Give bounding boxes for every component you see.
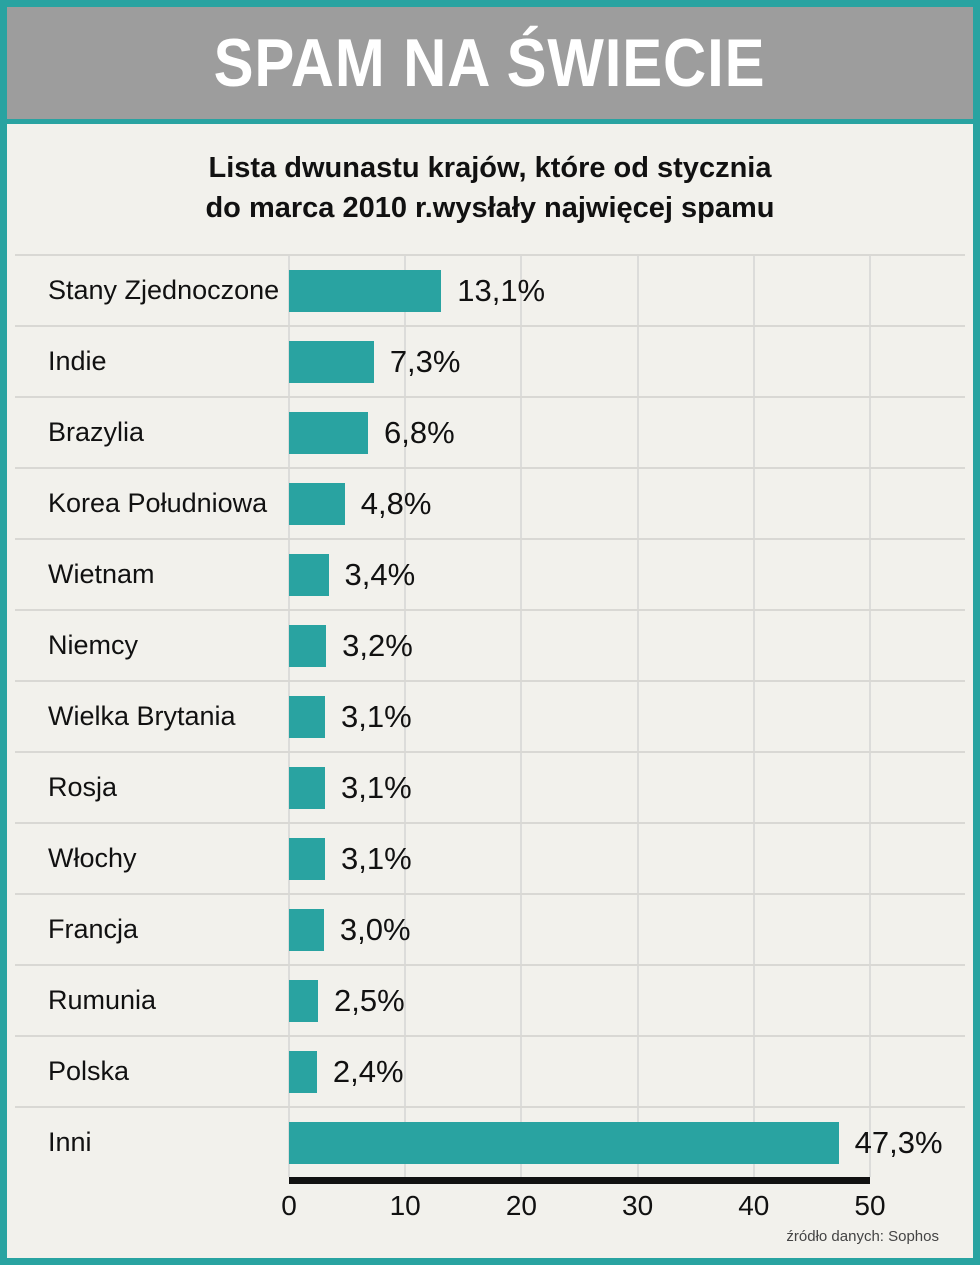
row-plot: 3,1% xyxy=(289,695,870,738)
row-value: 3,1% xyxy=(341,698,412,734)
content-panel: Lista dwunastu krajów, które od stycznia… xyxy=(7,124,973,1258)
subtitle-line-2: do marca 2010 r.wysłały najwięcej spamu xyxy=(205,192,775,225)
row-label: Indie xyxy=(48,346,107,377)
x-axis-tick-label: 20 xyxy=(505,1190,537,1222)
chart-rows: Stany Zjednoczone 13,1% Indie 7,3% Brazy… xyxy=(7,254,973,1177)
bar xyxy=(289,908,324,951)
chart-row: Polska 2,4% xyxy=(15,1035,965,1106)
chart-row: Inni 47,3% xyxy=(15,1106,965,1177)
row-value: 2,4% xyxy=(332,1053,404,1089)
row-plot: 2,4% xyxy=(289,1050,870,1093)
bar xyxy=(289,553,329,596)
row-value: 47,3% xyxy=(854,1124,943,1160)
row-plot: 3,1% xyxy=(289,837,870,880)
chart-row: Brazylia 6,8% xyxy=(15,396,965,467)
bar xyxy=(289,979,319,1022)
row-plot: 2,5% xyxy=(289,979,870,1022)
row-value: 4,8% xyxy=(360,485,432,521)
chart-row: Wietnam 3,4% xyxy=(15,538,965,609)
header-bar: SPAM NA ŚWIECIE xyxy=(7,7,973,119)
bar xyxy=(289,837,326,880)
row-plot: 3,4% xyxy=(289,553,870,596)
subtitle-line-1: Lista dwunastu krajów, które od stycznia xyxy=(208,152,772,184)
data-source-note: źródło danych: Sophos xyxy=(786,1228,939,1246)
x-axis-ticks: 0 10 20 30 40 50 xyxy=(281,1184,885,1224)
chart-row: Stany Zjednoczone 13,1% xyxy=(15,254,965,325)
chart-row: Rumunia 2,5% xyxy=(15,964,965,1035)
bar xyxy=(289,1050,317,1093)
bar-chart: Stany Zjednoczone 13,1% Indie 7,3% Brazy… xyxy=(7,254,973,1224)
row-label: Rosja xyxy=(48,772,118,803)
chart-row: Francja 3,0% xyxy=(15,893,965,964)
bar xyxy=(289,624,327,667)
row-label: Wietnam xyxy=(48,559,155,590)
row-label: Korea Południowa xyxy=(48,488,268,519)
row-label: Inni xyxy=(48,1127,92,1158)
row-label: Francja xyxy=(48,914,139,945)
row-label: Brazylia xyxy=(48,417,145,448)
row-value: 6,8% xyxy=(384,414,455,450)
row-label: Włochy xyxy=(48,843,137,874)
chart-row: Korea Południowa 4,8% xyxy=(15,467,965,538)
chart-row: Włochy 3,1% xyxy=(15,822,965,893)
x-axis-tick-label: 0 xyxy=(281,1190,297,1222)
row-label: Niemcy xyxy=(48,630,139,661)
row-plot: 3,1% xyxy=(289,766,870,809)
x-axis-line xyxy=(289,1177,870,1185)
bar xyxy=(289,1121,839,1164)
chart-row: Niemcy 3,2% xyxy=(15,609,965,680)
x-axis-tick-label: 50 xyxy=(854,1190,886,1222)
x-axis-tick-label: 10 xyxy=(389,1190,421,1222)
chart-row: Wielka Brytania 3,1% xyxy=(15,680,965,751)
x-axis-tick-label: 40 xyxy=(738,1190,770,1222)
row-value: 3,1% xyxy=(341,840,412,876)
bar xyxy=(289,340,374,383)
row-plot: 3,0% xyxy=(289,908,870,951)
row-plot: 4,8% xyxy=(289,482,870,525)
row-label: Rumunia xyxy=(48,985,157,1016)
row-value: 7,3% xyxy=(389,343,461,379)
row-label: Polska xyxy=(48,1056,130,1087)
row-plot: 3,2% xyxy=(289,624,870,667)
bar xyxy=(289,482,345,525)
row-value: 3,0% xyxy=(339,911,411,947)
x-axis-tick-label: 30 xyxy=(622,1190,654,1222)
chart-subtitle: Lista dwunastu krajów, które od stycznia… xyxy=(7,124,973,254)
bar xyxy=(289,695,326,738)
row-value: 3,4% xyxy=(344,556,416,592)
row-value: 3,1% xyxy=(341,769,412,805)
row-value: 2,5% xyxy=(334,982,405,1018)
bar xyxy=(289,766,326,809)
row-plot: 13,1% xyxy=(289,269,870,312)
chart-row: Indie 7,3% xyxy=(15,325,965,396)
page-title: SPAM NA ŚWIECIE xyxy=(214,25,766,101)
row-label: Wielka Brytania xyxy=(48,701,236,732)
row-plot: 6,8% xyxy=(289,411,870,454)
bar xyxy=(289,269,442,312)
bar xyxy=(289,411,369,454)
row-label: Stany Zjednoczone xyxy=(48,275,280,306)
chart-row: Rosja 3,1% xyxy=(15,751,965,822)
row-plot: 7,3% xyxy=(289,340,870,383)
row-value: 13,1% xyxy=(457,272,546,308)
row-plot: 47,3% xyxy=(289,1121,943,1164)
row-value: 3,2% xyxy=(342,627,413,663)
